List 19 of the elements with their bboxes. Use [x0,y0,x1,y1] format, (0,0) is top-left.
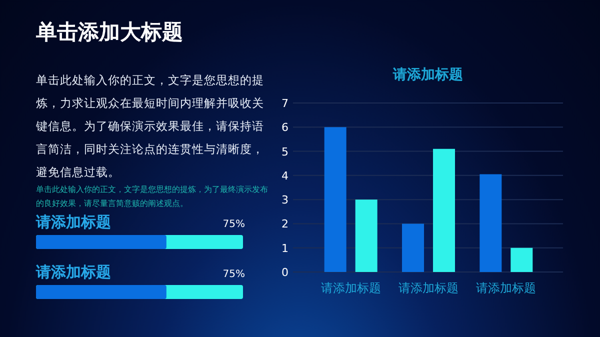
x-tick-label: 请添加标题 [476,281,536,295]
chart-title: 请添加标题 [392,67,463,83]
x-tick-label: 请添加标题 [398,281,458,295]
text: 单击此处输入你的正文，文字是您思想的提炼，为了最终演示发布的良好效果，请尽量言简意赅的阐述观点。 [36,183,269,210]
text: 请添加标题 [35,263,111,281]
y-tick-label: 1 [282,242,288,255]
y-tick-label: 0 [282,266,288,279]
y-tick-label: 5 [282,145,288,158]
y-tick-label: 4 [282,169,288,182]
text: 请添加标题 [35,213,111,231]
y-tick-label: 2 [282,218,288,231]
y-tick-label: 6 [282,121,288,134]
x-tick-label: 请添加标题 [320,281,381,295]
y-tick-label: 7 [282,97,288,110]
y-tick-label: 3 [282,194,288,207]
text: 单击此处输入你的正文，文字是您思想的提炼，力求让观众在最短时间内理解并吸收关键信息。为了确保演示效果最佳，请保持语言简洁，同时关注论点的连贯性与清晰度，避免信息过载。 [36,72,265,181]
text: 单击添加大标题 [36,19,183,46]
text: 75% [222,219,245,230]
text: 75% [222,269,245,280]
